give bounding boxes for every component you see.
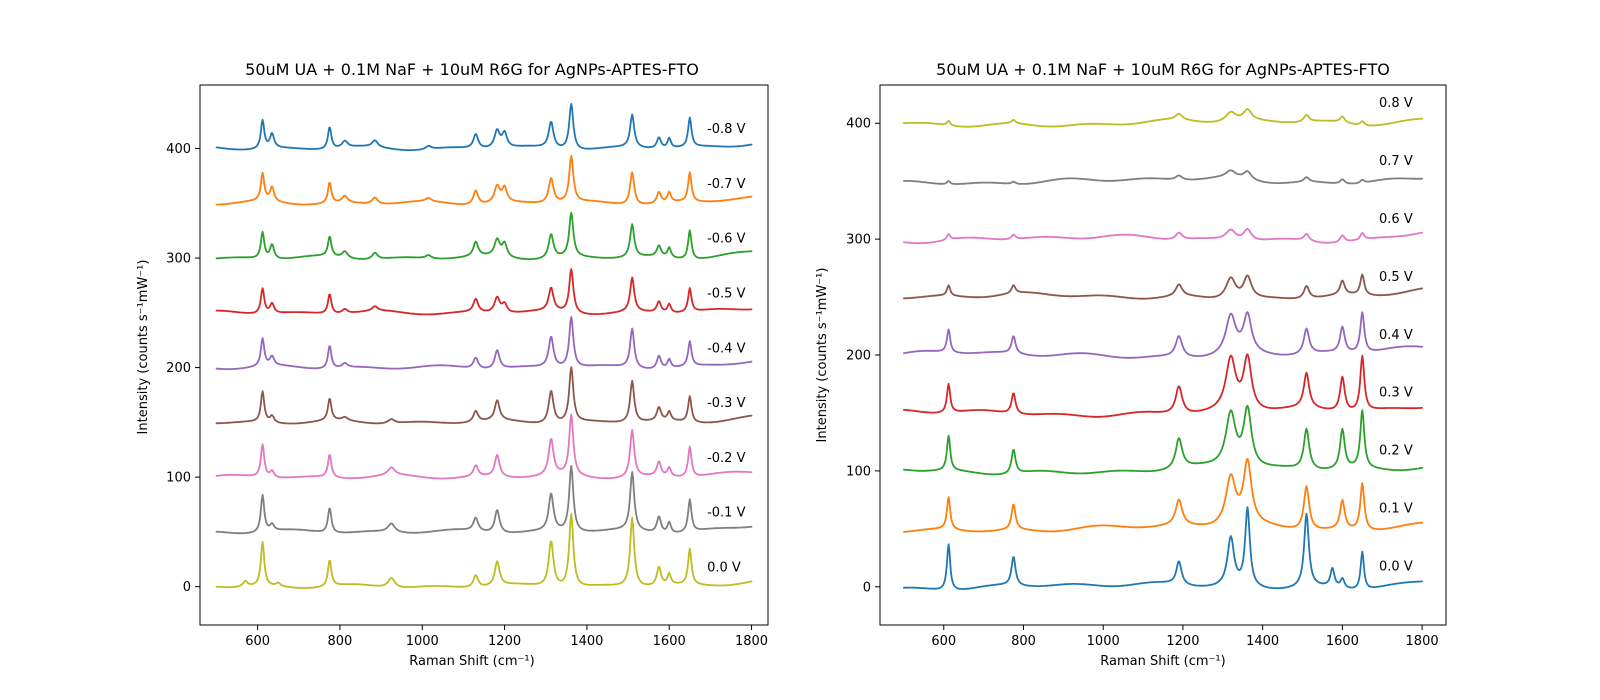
- right-y-tick-label: 0: [863, 580, 871, 595]
- right-series-label: 0.5 V: [1379, 270, 1413, 285]
- right-y-tick-label: 300: [846, 233, 871, 248]
- left-x-axis-label: Raman Shift (cm⁻¹): [409, 654, 534, 669]
- left-x-tick-label: 1000: [406, 634, 439, 649]
- right-trace-0p4V: [903, 311, 1423, 359]
- right-trace-0p7V: [903, 169, 1423, 185]
- right-x-tick-label: 1200: [1166, 634, 1199, 649]
- left-y-tick-label: 400: [166, 142, 191, 157]
- right-x-tick-label: 1000: [1087, 634, 1120, 649]
- right-series-label: 0.2 V: [1379, 444, 1413, 459]
- left-y-axis-label: Intensity (counts s⁻¹mW⁻¹): [136, 260, 151, 435]
- right-y-axis-label: Intensity (counts s⁻¹mW⁻¹): [815, 268, 830, 443]
- left-y-tick-label: 0: [183, 580, 191, 595]
- left-series-label: -0.1 V: [707, 506, 745, 521]
- left-chart-title: 50uM UA + 0.1M NaF + 10uM R6G for AgNPs-…: [245, 60, 699, 79]
- right-series-label: 0.6 V: [1379, 212, 1413, 227]
- left-plot-frame: [199, 84, 769, 626]
- right-series-label: 0.4 V: [1379, 328, 1413, 343]
- right-trace-0p0V: [903, 506, 1423, 590]
- left-series-label: 0.0 V: [707, 560, 741, 575]
- right-y-tick-label: 400: [846, 117, 871, 132]
- left-chart-panel: 50uM UA + 0.1M NaF + 10uM R6G for AgNPs-…: [136, 60, 769, 669]
- left-x-tick-label: 1600: [653, 634, 686, 649]
- left-y-tick-label: 100: [166, 471, 191, 486]
- right-trace-0p8V: [903, 108, 1423, 128]
- left-series-label: -0.7 V: [707, 177, 745, 192]
- left-x-tick-label: 1200: [488, 634, 521, 649]
- left-x-tick-label: 1800: [735, 634, 768, 649]
- right-series-label: 0.7 V: [1379, 154, 1413, 169]
- left-y-tick-label: 200: [166, 361, 191, 376]
- left-trace-neg0p5V: [215, 268, 753, 316]
- left-x-tick-label: 800: [328, 634, 353, 649]
- right-trace-0p3V: [903, 353, 1423, 418]
- left-series-label: -0.6 V: [707, 232, 745, 247]
- right-series-label: 0.8 V: [1379, 96, 1413, 111]
- right-x-axis-label: Raman Shift (cm⁻¹): [1100, 654, 1225, 669]
- left-x-tick-label: 1400: [570, 634, 603, 649]
- right-x-tick-label: 600: [931, 634, 956, 649]
- right-y-tick-label: 100: [846, 464, 871, 479]
- left-trace-neg0p7V: [215, 154, 753, 206]
- left-series-label: -0.5 V: [707, 286, 745, 301]
- right-plot-area: 600 800 1000 1200 1400 1600 1800 0 100 200 300 400 0…: [846, 96, 1438, 649]
- right-series-label: 0.3 V: [1379, 386, 1413, 401]
- right-plot-frame: [879, 84, 1447, 626]
- left-series-label: -0.2 V: [707, 451, 745, 466]
- left-x-tick-label: 600: [245, 634, 270, 649]
- left-trace-neg0p2V: [215, 413, 753, 480]
- right-trace-0p5V: [903, 273, 1423, 300]
- right-trace-0p2V: [903, 404, 1423, 476]
- left-trace-neg0p8V: [215, 103, 753, 152]
- right-trace-0p1V: [903, 457, 1423, 533]
- right-chart-panel: 50uM UA + 0.1M NaF + 10uM R6G for AgNPs-…: [815, 60, 1447, 669]
- right-x-tick-label: 1800: [1406, 634, 1439, 649]
- right-series-label: 0.0 V: [1379, 560, 1413, 575]
- left-y-tick-label: 300: [166, 252, 191, 267]
- right-chart-title: 50uM UA + 0.1M NaF + 10uM R6G for AgNPs-…: [936, 60, 1390, 79]
- left-series-label: -0.4 V: [707, 341, 745, 356]
- left-trace-neg0p3V: [215, 366, 753, 425]
- right-x-tick-label: 1400: [1246, 634, 1279, 649]
- right-y-tick-label: 200: [846, 349, 871, 364]
- right-x-tick-label: 1600: [1326, 634, 1359, 649]
- left-trace-neg0p4V: [215, 315, 753, 371]
- right-series-label: 0.1 V: [1379, 502, 1413, 517]
- left-trace-neg0p1V: [215, 464, 753, 535]
- left-plot-area: 600 800 1000 1200 1400 1600 1800 0 100 200 300 400 -…: [166, 103, 768, 649]
- left-series-label: -0.3 V: [707, 396, 745, 411]
- left-series-label: -0.8 V: [707, 122, 745, 137]
- right-x-tick-label: 800: [1011, 634, 1036, 649]
- right-trace-0p6V: [903, 227, 1423, 245]
- left-trace-0p0V: [215, 512, 753, 589]
- left-trace-neg0p6V: [215, 211, 753, 261]
